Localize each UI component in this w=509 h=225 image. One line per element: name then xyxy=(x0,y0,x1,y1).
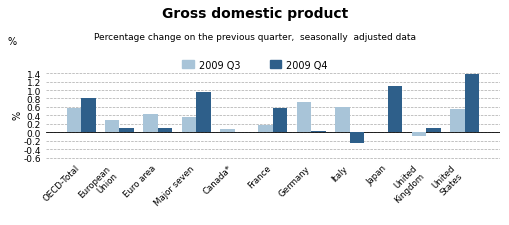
Bar xyxy=(157,128,172,133)
Bar xyxy=(464,75,478,133)
Bar xyxy=(66,108,81,133)
Bar xyxy=(272,108,287,133)
Text: Gross domestic product: Gross domestic product xyxy=(161,7,348,21)
Bar xyxy=(411,133,426,137)
Bar xyxy=(143,115,157,133)
Bar xyxy=(258,126,272,133)
Y-axis label: %: % xyxy=(12,110,22,119)
Bar xyxy=(310,132,325,133)
Text: %: % xyxy=(8,37,17,47)
Bar xyxy=(349,133,363,143)
Bar xyxy=(81,98,96,133)
Bar xyxy=(219,130,234,133)
Bar xyxy=(426,128,440,133)
Bar xyxy=(449,110,464,133)
Bar xyxy=(334,107,349,133)
Text: Percentage change on the previous quarter,  seasonally  adjusted data: Percentage change on the previous quarte… xyxy=(94,33,415,42)
Bar xyxy=(196,93,210,133)
Bar xyxy=(119,128,134,133)
Bar xyxy=(105,120,119,133)
Bar xyxy=(296,102,310,133)
Bar xyxy=(181,118,196,133)
Bar xyxy=(387,86,402,133)
Legend: 2009 Q3, 2009 Q4: 2009 Q3, 2009 Q4 xyxy=(178,57,331,74)
